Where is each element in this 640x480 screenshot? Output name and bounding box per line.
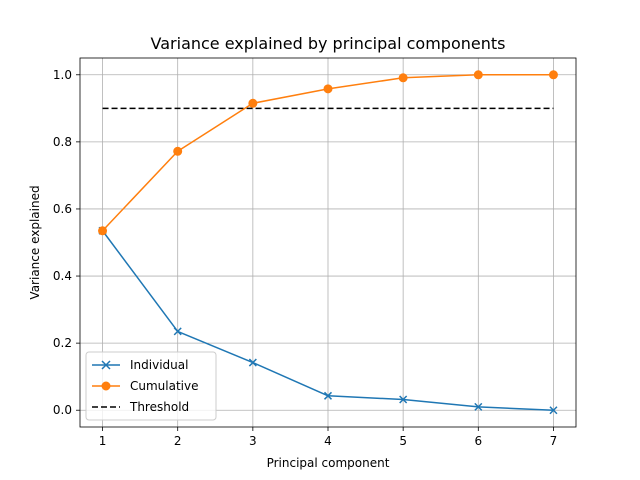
point-cumulative-7 (548, 70, 558, 80)
x-tick-label-5: 5 (399, 434, 407, 448)
x-tick-label-4: 4 (324, 434, 332, 448)
point-individual-6-stroke-b (474, 402, 483, 411)
point-cumulative-3 (248, 98, 258, 108)
y-tick-label-1: 0.0 (53, 403, 72, 417)
legend-individual-label: Individual (130, 358, 188, 372)
x-tick-label-1: 1 (99, 434, 107, 448)
chart-title: Variance explained by principal componen… (151, 34, 506, 53)
legend-individual-marker (101, 360, 111, 370)
legend: Individual Cumulative Threshold (85, 351, 217, 421)
point-individual-5-stroke-b (399, 395, 408, 404)
point-individual-5 (399, 395, 408, 404)
legend-cumulative-marker (101, 381, 111, 391)
point-cumulative-1 (98, 226, 108, 236)
point-individual-2-stroke-b (173, 327, 182, 336)
y-tick-label-3: 0.4 (53, 269, 72, 283)
point-individual-4-stroke-b (323, 391, 333, 400)
legend-cumulative-label: Cumulative (130, 379, 199, 393)
y-axis-label: Variance explained (28, 185, 42, 299)
legend-frame (85, 351, 217, 421)
point-cumulative-2 (173, 146, 183, 156)
point-cumulative-5 (398, 73, 408, 83)
ticks-layer: 1 2 3 4 5 6 7 0.0 0.2 0.4 0.6 0.8 1.0 (53, 68, 557, 448)
point-individual-3 (248, 358, 257, 367)
point-individual-6 (474, 402, 483, 411)
y-tick-label-4: 0.6 (53, 202, 72, 216)
legend-threshold-label: Threshold (129, 400, 189, 414)
series-layer (98, 70, 558, 415)
point-individual-7-stroke-b (549, 406, 558, 415)
point-individual-7 (549, 406, 558, 415)
point-individual-2 (173, 327, 182, 336)
x-tick-label-6: 6 (474, 434, 482, 448)
x-axis-label: Principal component (267, 456, 390, 470)
y-tick-label-5: 0.8 (53, 135, 72, 149)
y-tick-label-2: 0.2 (53, 336, 72, 350)
point-individual-4 (323, 391, 333, 400)
x-tick-label-7: 7 (550, 434, 558, 448)
point-cumulative-6 (473, 70, 483, 80)
y-tick-label-6: 1.0 (53, 68, 72, 82)
x-tick-label-3: 3 (249, 434, 257, 448)
point-individual-3-stroke-b (248, 358, 257, 367)
x-tick-label-2: 2 (174, 434, 182, 448)
point-cumulative-4 (323, 84, 333, 94)
